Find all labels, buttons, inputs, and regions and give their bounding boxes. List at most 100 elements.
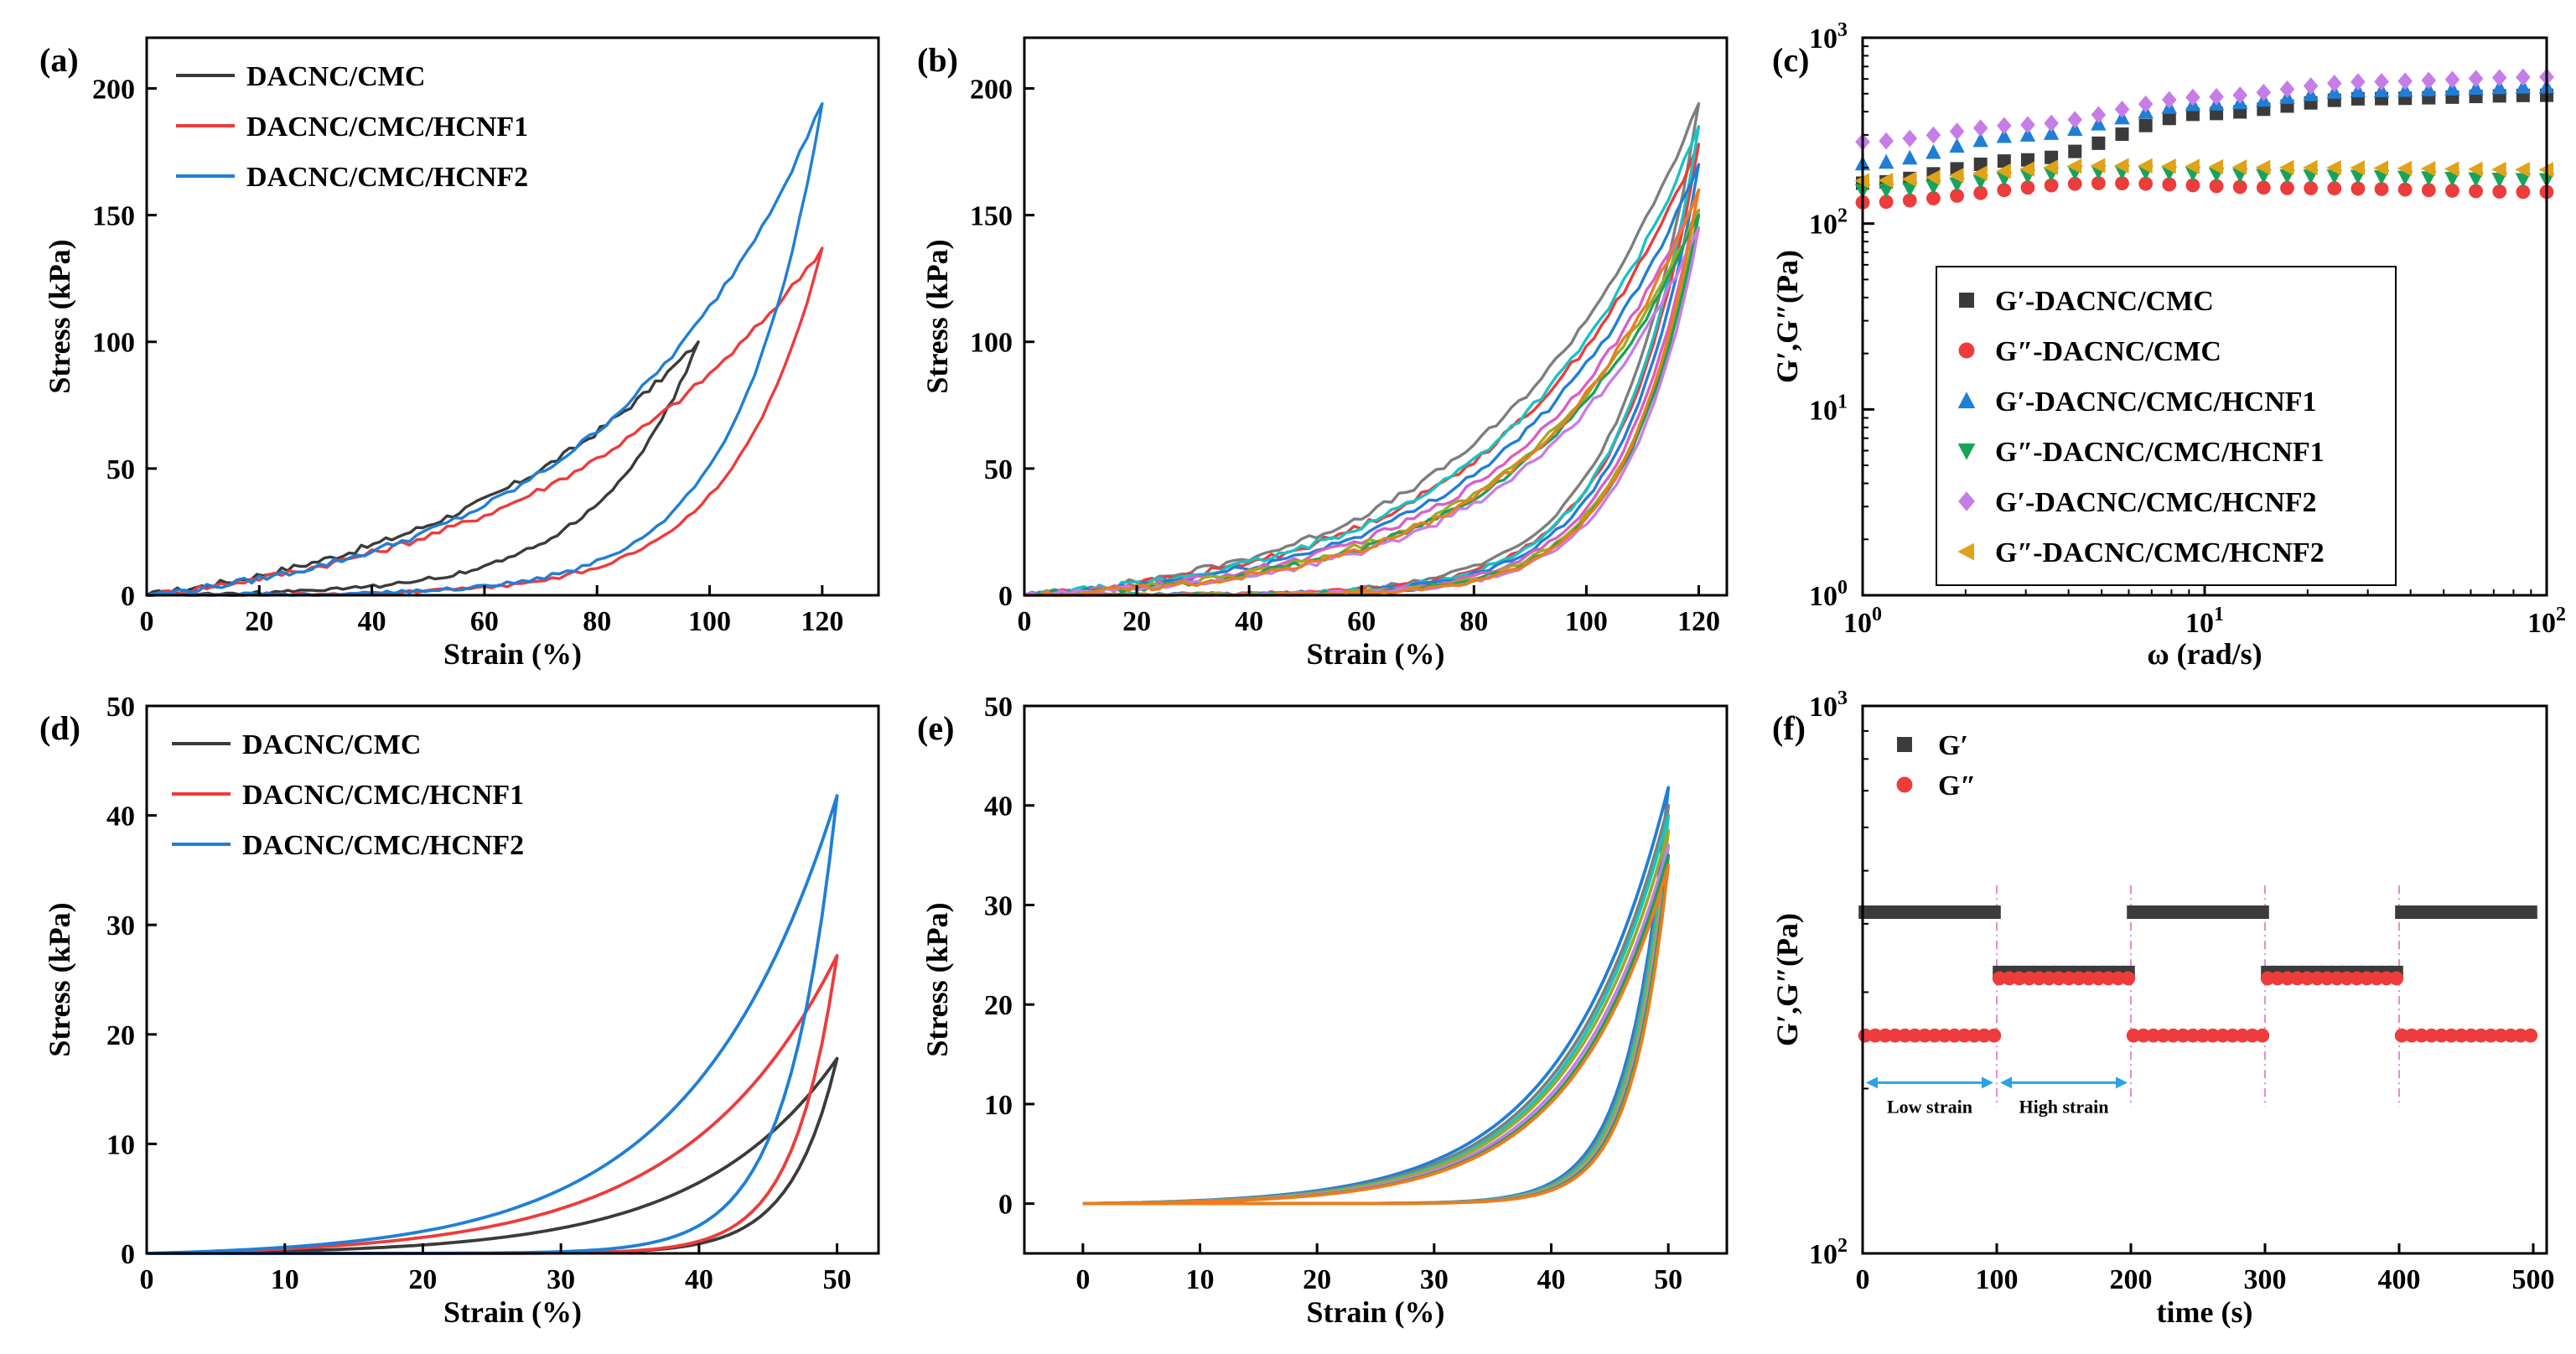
data-point	[2270, 971, 2285, 986]
data-point	[2114, 100, 2130, 118]
data-point	[2245, 1028, 2260, 1043]
data-point	[2255, 905, 2269, 920]
y-tick-label-d: 20	[106, 1020, 135, 1051]
y-tick-label-c: 101	[1809, 391, 1848, 426]
data-point	[2326, 159, 2341, 176]
data-point	[2208, 158, 2224, 175]
data-point	[2225, 1028, 2240, 1043]
series-line-b-3	[1024, 125, 1701, 597]
data-point	[2081, 971, 2096, 986]
panel-letter-d: (d)	[39, 709, 80, 747]
data-point	[2404, 1028, 2419, 1043]
y-tick-label-c-base: 10	[1809, 210, 1837, 241]
y-tick-label-a: 100	[92, 328, 135, 359]
data-point	[2138, 95, 2154, 113]
x-tick-label-c: 101	[2185, 604, 2224, 639]
annotation-2: High strain	[2000, 1076, 2128, 1117]
data-point	[2067, 121, 2083, 137]
data-point	[2146, 1028, 2161, 1043]
x-tick-label-c-base: 10	[2185, 608, 2214, 639]
data-point	[2067, 176, 2082, 191]
legend-label-c-3: G′-DACNC/CMC/HCNF1	[1995, 386, 2317, 418]
legend-marker-c-3	[1957, 392, 1976, 408]
x-tick-label-f: 0	[1856, 1264, 1870, 1295]
series-points-f-2	[1858, 971, 2538, 1043]
legend-label-a-2: DACNC/CMC/HCNF1	[246, 112, 528, 143]
data-point	[2444, 70, 2460, 89]
y-axis-title-b: Stress (kPa)	[920, 239, 954, 393]
data-point	[2091, 136, 2106, 150]
data-point	[1973, 185, 1988, 200]
y-tick-label-a: 200	[92, 74, 135, 105]
data-point	[2209, 179, 2224, 194]
data-point	[2043, 125, 2060, 140]
data-point	[1992, 971, 2007, 986]
data-point	[2491, 161, 2506, 178]
y-tick-label-c: 100	[1809, 577, 1848, 612]
data-point	[2020, 180, 2035, 195]
data-point	[2091, 971, 2106, 986]
x-tick-label-d: 40	[685, 1264, 713, 1295]
data-point	[2304, 181, 2319, 195]
data-point	[2067, 111, 2083, 129]
data-point	[2185, 1028, 2200, 1043]
legend-a: DACNC/CMC DACNC/CMC/HCNF1 DACNC/CMC/HCNF2	[176, 61, 528, 193]
plot-frame-b	[1023, 36, 1729, 597]
y-axis-title-c: G′,G″(Pa)	[1770, 250, 1804, 383]
series-line-e-2	[1082, 803, 1671, 1206]
data-point	[1888, 1028, 1903, 1043]
y-tick-label-c-base: 10	[1809, 395, 1837, 426]
data-point	[2467, 161, 2483, 178]
x-tick-label-a: 120	[801, 606, 843, 637]
x-tick-label-f: 200	[2110, 1264, 2153, 1295]
y-tick-label-c-exp: 0	[1837, 577, 1848, 599]
x-tick-label-f: 500	[2512, 1264, 2555, 1295]
data-point	[2091, 106, 2107, 124]
annotation-label: Low strain	[1887, 1096, 1972, 1117]
y-tick-label-c: 103	[1809, 19, 1848, 54]
x-tick-label-b: 40	[1235, 606, 1263, 637]
legend-label-c-6: G″-DACNC/CMC/HCNF2	[1995, 537, 2325, 568]
data-point	[2138, 158, 2153, 174]
legend-label-f-1: G′	[1938, 730, 1968, 761]
data-point	[2421, 183, 2436, 198]
annotation-arrow-head-left	[2000, 1076, 2012, 1089]
data-point	[2468, 80, 2484, 95]
x-tick-label-a: 20	[245, 606, 273, 637]
y-tick-label-a: 150	[92, 201, 135, 232]
panel-d: 0 10 20 30 40 50 0 10 20 30 40 50 Strain (%) Stress (…	[39, 692, 880, 1329]
data-point	[1948, 168, 1964, 184]
data-point	[1937, 1028, 1952, 1043]
data-point	[1902, 182, 1918, 197]
data-point	[2359, 971, 2374, 986]
data-point	[2045, 150, 2059, 164]
data-point	[1950, 189, 1964, 203]
data-point	[2091, 176, 2106, 190]
panel-b: 0 20 40 60 80 100 120 0 50 100 150 200 Strain (%) Str…	[917, 36, 1729, 671]
x-tick-label-d: 30	[547, 1264, 575, 1295]
x-tick-label-c-base: 10	[1843, 608, 1872, 639]
x-tick-label-a: 0	[140, 606, 154, 637]
data-point	[2185, 158, 2200, 174]
data-point	[2515, 173, 2532, 188]
panel-a: 0 20 40 60 80 100 120 0 50 100 150 200 Strain (%) Str…	[39, 36, 880, 671]
x-tick-label-a: 100	[688, 606, 731, 637]
data-point	[1878, 1028, 1893, 1043]
series-line-b-8	[1024, 226, 1701, 597]
data-point	[2340, 971, 2355, 986]
series-line-d-1	[146, 1056, 839, 1255]
data-point	[2101, 971, 2116, 986]
data-point	[2090, 158, 2106, 174]
data-point	[2397, 182, 2413, 197]
y-tick-label-c-base: 10	[1809, 23, 1837, 54]
data-point	[1947, 1028, 1962, 1043]
series-line-e-3	[1082, 813, 1671, 1206]
panel-letter-e: (e)	[917, 709, 954, 747]
data-point	[1972, 165, 1988, 181]
data-point	[2491, 79, 2507, 95]
data-point	[2205, 1028, 2221, 1043]
data-point	[2491, 173, 2507, 188]
data-point	[2002, 971, 2017, 986]
